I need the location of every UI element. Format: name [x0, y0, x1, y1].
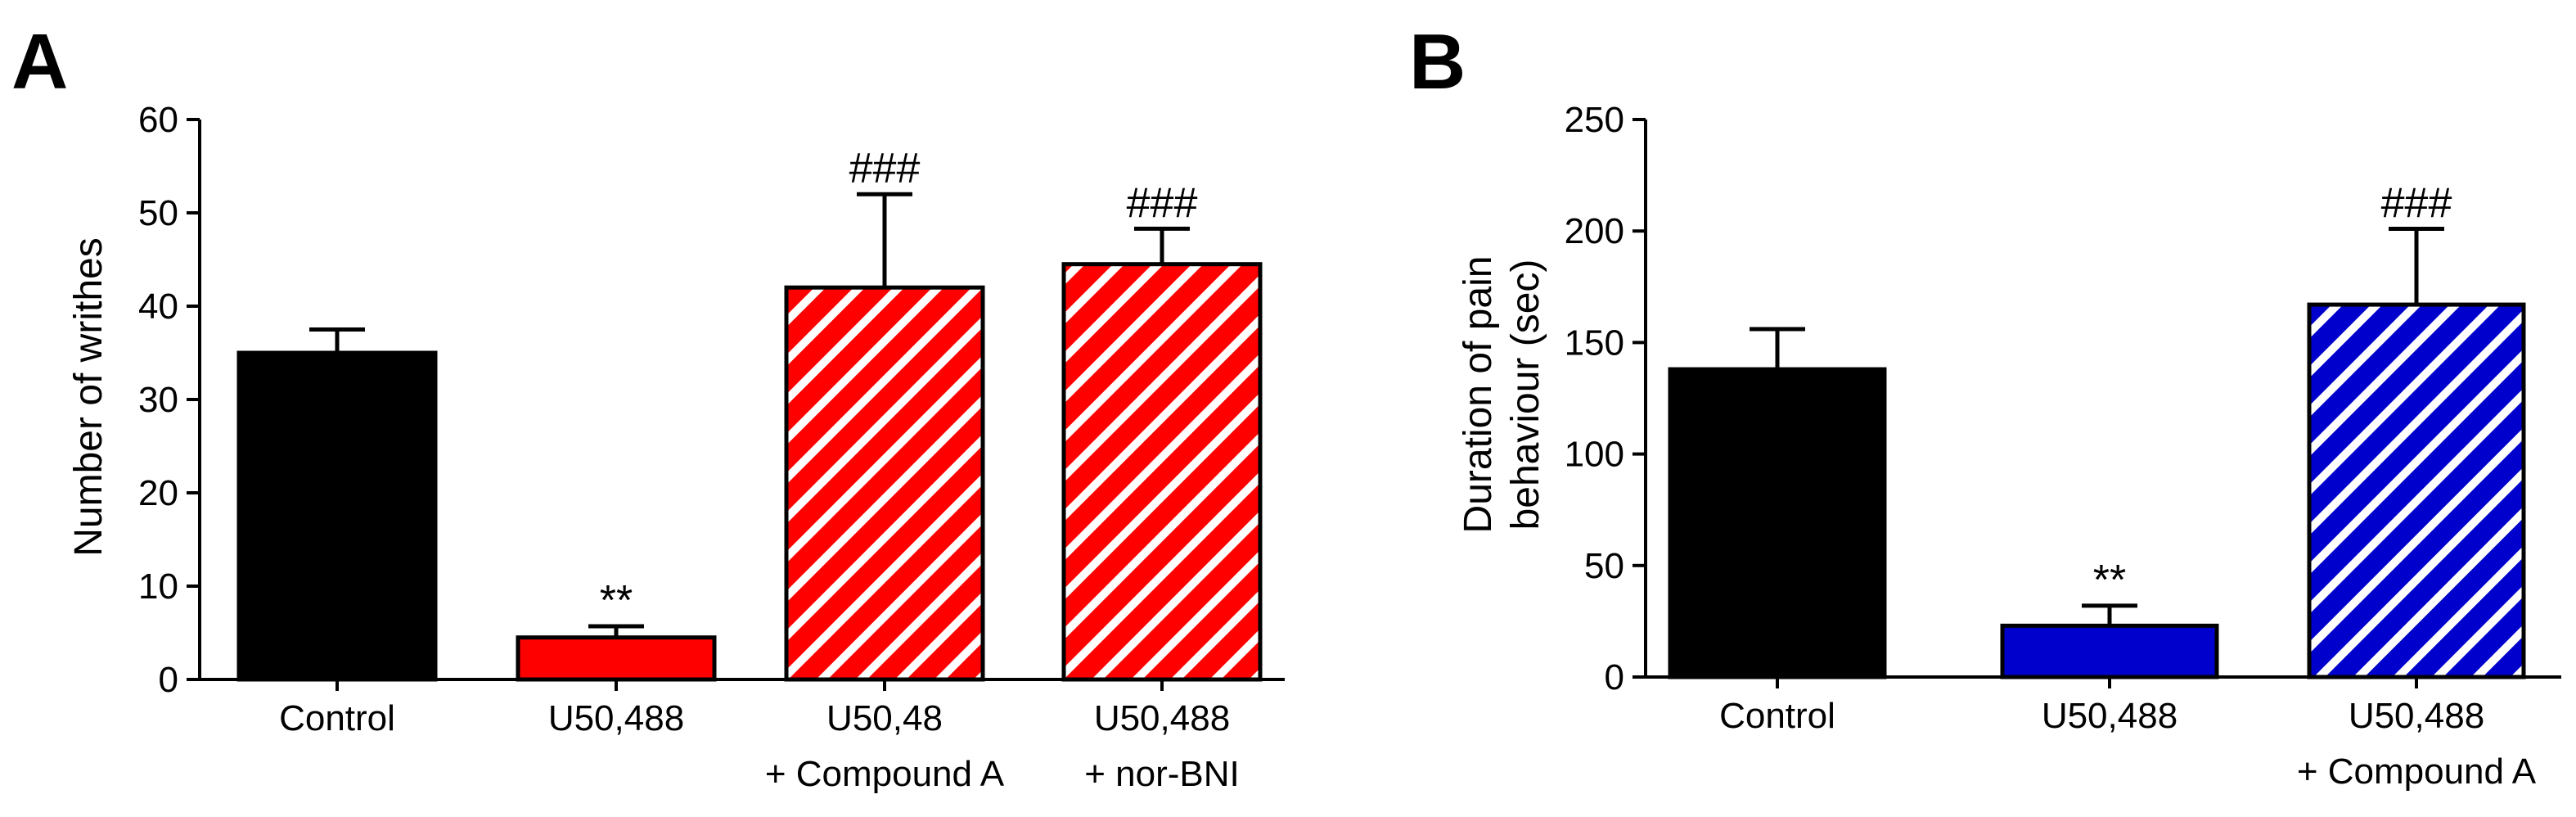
panel-b-significance-label: **: [2093, 557, 2126, 604]
panel-b-significance-label: ###: [2381, 179, 2452, 227]
panel-b-y-tick-label: 150: [1565, 323, 1624, 363]
panel-a-y-tick-label: 50: [138, 193, 178, 233]
panel-a-category-label: Control: [279, 698, 395, 738]
panel-b-y-axis-title-line2: behaviour (sec): [1504, 260, 1547, 530]
panel-b-bar: [1668, 367, 1887, 679]
panel-b-y-tick-label: 50: [1584, 546, 1624, 586]
panel-a: A Number of writhes 0 10 20 30 40 50 60 Control…: [11, 18, 1285, 794]
panel-a-significance-label: **: [600, 577, 633, 625]
panel-b-bar: [2307, 302, 2526, 679]
panel-a-y-tick-label: 60: [138, 100, 178, 140]
panel-a-bar: [236, 350, 438, 682]
panel-a-y-tick-label: 20: [138, 473, 178, 513]
panel-a-significance-label: ###: [1127, 179, 1198, 227]
panel-b-category-label: U50,488: [2042, 696, 2177, 736]
panel-a-y-tick-label: 30: [138, 380, 178, 420]
panel-a-category-label-line2: + nor-BNI: [1084, 754, 1240, 794]
panel-a-y-tick-label: 40: [138, 287, 178, 327]
panel-b-category-label: U50,488: [2349, 696, 2484, 736]
panel-a-category-label: U50,488: [1094, 698, 1230, 738]
panel-b-y-tick-label: 100: [1565, 435, 1624, 475]
panel-b-letter: B: [1409, 18, 1466, 106]
panel-a-category-label: U50,48: [826, 698, 943, 738]
panel-a-category-label: U50,488: [548, 698, 684, 738]
panel-b-category-label: Control: [1719, 696, 1835, 736]
panel-a-bar: [516, 635, 717, 682]
panel-a-significance-label: ###: [849, 145, 921, 192]
panel-a-letter: A: [11, 18, 68, 106]
panel-a-y-axis-title: Number of writhes: [67, 237, 110, 556]
panel-a-y-tick-label: 0: [159, 660, 178, 700]
panel-a-category-label-line2: + Compound A: [765, 754, 1005, 794]
panel-a-y-tick-label: 10: [138, 566, 178, 607]
panel-b: B Duration of pain behaviour (sec) 0 50 10…: [1409, 18, 2561, 792]
panel-b-y-tick-label: 200: [1565, 211, 1624, 251]
panel-b-y-axis-title-line1: Duration of pain: [1457, 256, 1500, 534]
panel-b-y-tick-label: 0: [1605, 657, 1624, 697]
panel-b-category-label-line2: + Compound A: [2297, 752, 2537, 792]
panel-b-bar: [2000, 623, 2219, 679]
panel-b-y-tick-label: 250: [1565, 100, 1624, 140]
panel-a-bar: [1061, 262, 1263, 682]
panel-a-bar: [784, 285, 985, 682]
